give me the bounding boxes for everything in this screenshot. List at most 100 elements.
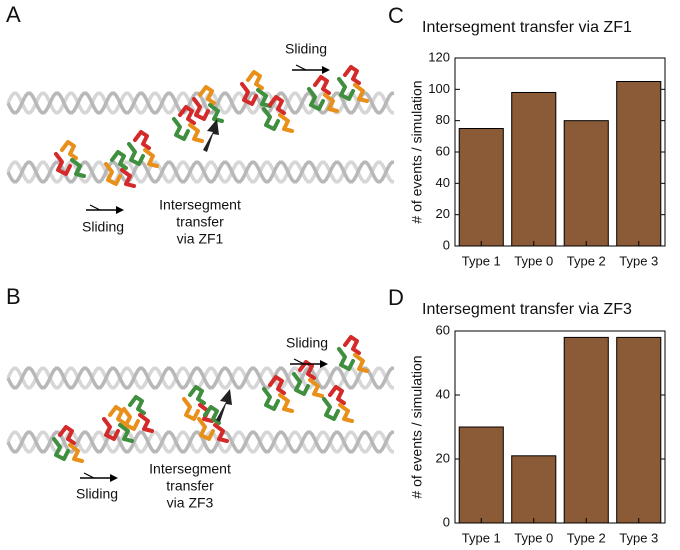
protein: [323, 93, 339, 113]
protein: [268, 375, 286, 395]
y-tick-label: 0: [443, 514, 450, 529]
axes-frame: [454, 330, 666, 524]
panel-label: A: [6, 2, 21, 27]
chart-title: Intersegment transfer via ZF1: [422, 19, 632, 36]
annotation: Sliding: [82, 219, 124, 235]
protein: [197, 417, 215, 441]
protein: [246, 70, 264, 90]
x-tick-label: Type 2: [567, 530, 606, 545]
dna-strand: [6, 366, 394, 390]
bar: [511, 455, 557, 524]
annotation: transfer: [166, 478, 214, 494]
protein: [213, 423, 229, 443]
x-tick-label: Type 0: [514, 253, 553, 268]
y-tick-label: 100: [428, 81, 450, 96]
protein: [338, 403, 354, 423]
protein: [262, 387, 280, 411]
protein: [353, 353, 369, 373]
x-tick-label: Type 3: [619, 530, 658, 545]
protein: [278, 113, 294, 133]
protein: [70, 158, 86, 178]
arrow: [83, 472, 95, 479]
protein: [108, 405, 126, 425]
bar: [563, 120, 609, 247]
illustration: [6, 64, 394, 482]
protein: [343, 335, 361, 355]
bar: [511, 91, 557, 247]
protein: [118, 423, 134, 443]
protein: [208, 103, 224, 123]
arrow-head: [116, 206, 124, 214]
protein: [313, 75, 331, 95]
bar: [616, 336, 662, 524]
protein: [308, 378, 324, 398]
annotation: transfer: [176, 214, 224, 230]
protein: [268, 95, 286, 115]
panel-label: C: [388, 3, 404, 28]
arrow: [295, 64, 307, 71]
protein: [133, 130, 151, 150]
protein: [203, 405, 221, 425]
protein: [182, 397, 200, 421]
chart-title: Intersegment transfer via ZF3: [422, 301, 632, 318]
protein: [292, 372, 310, 396]
protein: [192, 97, 210, 121]
y-tick-label: 80: [436, 112, 450, 127]
bar: [616, 81, 662, 247]
arrow: [89, 204, 101, 211]
arrow-head: [110, 474, 118, 482]
bar: [458, 128, 504, 247]
dna-strand: [6, 160, 394, 184]
protein: [307, 87, 325, 111]
protein: [178, 105, 196, 125]
protein: [353, 83, 369, 103]
protein: [188, 123, 204, 143]
protein: [198, 85, 216, 105]
protein: [328, 385, 346, 405]
y-tick-label: 60: [436, 143, 450, 158]
annotation: Intersegment: [149, 461, 231, 477]
bar: [458, 426, 504, 524]
bar: [563, 336, 609, 524]
x-tick-label: Type 0: [514, 530, 553, 545]
protein: [127, 142, 145, 166]
protein: [337, 77, 355, 101]
panel-label: D: [388, 285, 404, 310]
x-tick-label: Type 2: [567, 253, 606, 268]
x-tick-label: Type 1: [462, 253, 501, 268]
protein: [322, 397, 340, 421]
x-tick-label: Type 1: [462, 530, 501, 545]
protein: [172, 117, 190, 141]
protein: [120, 168, 136, 188]
arrow: [293, 358, 305, 365]
protein: [102, 417, 120, 441]
arrow: [216, 389, 232, 422]
protein: [278, 393, 294, 413]
arrow-head: [320, 360, 328, 368]
protein: [58, 425, 76, 445]
y-tick-label: 40: [436, 175, 450, 190]
annotation: Intersegment: [159, 197, 241, 213]
protein: [122, 407, 140, 431]
protein: [110, 150, 128, 170]
protein: [188, 385, 206, 405]
x-tick-label: Type 3: [619, 253, 658, 268]
y-tick-label: 60: [436, 322, 450, 337]
annotation: Sliding: [286, 335, 328, 351]
protein: [138, 413, 154, 433]
protein: [343, 65, 361, 85]
protein: [52, 437, 70, 461]
protein: [337, 347, 355, 371]
annotation: Sliding: [285, 41, 327, 57]
annotation: via ZF3: [167, 495, 214, 511]
protein: [60, 140, 78, 160]
protein: [143, 148, 159, 168]
y-tick-label: 120: [428, 49, 450, 64]
y-axis-label: # of events / simulation: [409, 80, 425, 223]
y-tick-label: 40: [436, 386, 450, 401]
annotation: Sliding: [76, 486, 118, 502]
arrow: [203, 119, 219, 152]
annotation: via ZF1: [177, 231, 224, 247]
y-axis-label: # of events / simulation: [409, 355, 425, 498]
